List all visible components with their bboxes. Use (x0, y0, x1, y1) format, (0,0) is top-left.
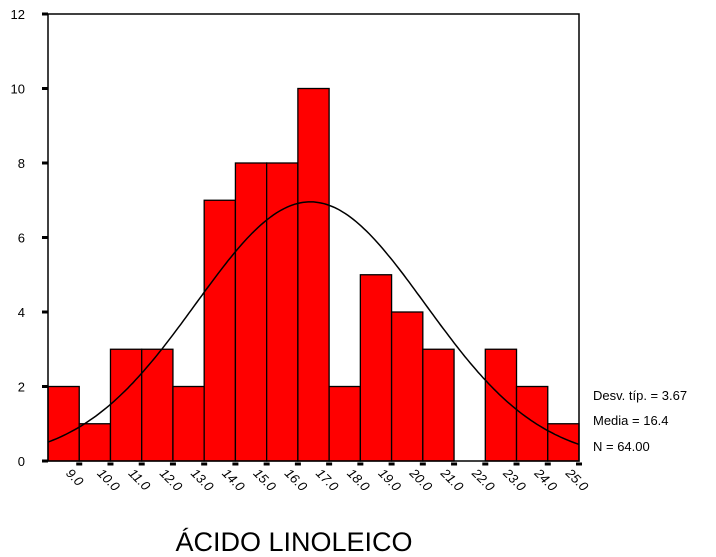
stat-n: N = 64.00 (593, 439, 650, 454)
bars-group (47, 87, 580, 462)
x-tick-label: 22.0 (468, 465, 498, 495)
normal-curve (47, 201, 580, 446)
histogram-bar (234, 162, 268, 462)
histogram-bar (47, 385, 80, 462)
histogram-bar (390, 311, 424, 462)
stat-mean: Media = 16.4 (593, 413, 669, 428)
y-tick-label: 0 (18, 454, 25, 469)
y-tick-label: 10 (11, 82, 25, 97)
y-tick-label: 6 (18, 231, 25, 246)
x-tick-label: 19.0 (375, 466, 404, 495)
x-tick-label: 16.0 (282, 466, 311, 495)
x-tick-label: 17.0 (313, 466, 342, 495)
x-tick-label: 21.0 (437, 465, 467, 495)
histogram-bar (172, 385, 205, 462)
y-axis: 0 2 4 6 8 10 12 (11, 7, 48, 469)
histogram-bar (515, 385, 549, 462)
histogram-bar (265, 162, 299, 462)
x-tick-label: 20.0 (406, 465, 436, 495)
x-axis-label: ÁCIDO LINOLEICO (175, 527, 412, 557)
y-tick-label: 4 (18, 305, 25, 320)
x-tick-label: 15.0 (251, 466, 280, 495)
x-tick-label: 18.0 (344, 466, 373, 495)
x-tick-label: 13.0 (188, 466, 217, 495)
histogram-bar (359, 274, 393, 462)
x-tick-label: 10.0 (94, 466, 123, 495)
x-tick-label: 9.0 (63, 466, 87, 490)
x-axis: 9.0 10.0 11.0 12.0 13.0 14.0 15.0 16.0 17.0 18.0 1… (63, 462, 592, 495)
x-tick-label: 25.0 (562, 465, 592, 495)
x-tick-label: 11.0 (126, 466, 154, 494)
histogram-bar (203, 199, 237, 462)
histogram-bar (422, 348, 455, 462)
x-tick-label: 12.0 (157, 466, 186, 495)
stats-box: Desv. típ. = 3.67 Media = 16.4 N = 64.00 (593, 388, 687, 454)
histogram-bar (328, 385, 362, 462)
x-tick-label: 24.0 (531, 465, 561, 495)
histogram-bar (141, 348, 174, 462)
x-tick-label: 14.0 (219, 466, 248, 495)
histogram-bar (109, 348, 143, 462)
x-tick-label: 23.0 (500, 465, 530, 495)
y-tick-label: 12 (11, 7, 25, 22)
histogram-bar (78, 423, 112, 462)
stat-std-dev: Desv. típ. = 3.67 (593, 388, 687, 403)
y-tick-label: 8 (18, 156, 25, 171)
y-tick-label: 2 (18, 380, 25, 395)
histogram-bar (297, 87, 330, 462)
